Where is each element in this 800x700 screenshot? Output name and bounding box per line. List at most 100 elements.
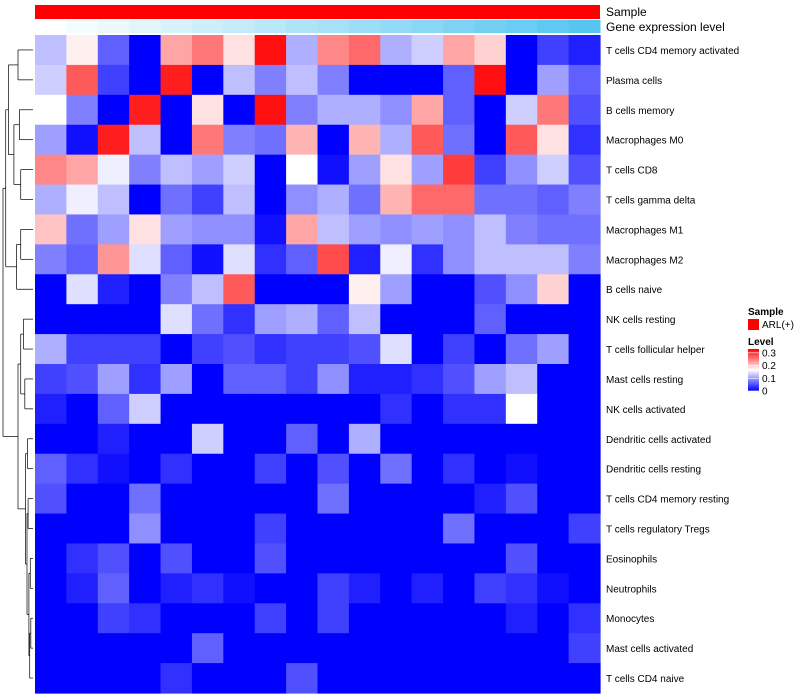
heatmap-cell xyxy=(223,244,256,275)
heatmap-cell xyxy=(160,304,193,335)
heatmap-cell xyxy=(537,274,570,305)
heatmap-cell xyxy=(129,184,162,216)
heatmap-cell xyxy=(97,184,130,216)
heatmap-cell xyxy=(97,603,130,634)
heatmap-cell xyxy=(537,573,570,604)
heatmap-cell xyxy=(505,573,538,604)
heatmap-cell xyxy=(254,244,287,275)
heatmap-cell xyxy=(66,423,99,455)
heatmap-cell xyxy=(317,214,350,245)
heatmap-cell xyxy=(286,334,319,365)
row-label: Dendritic cells resting xyxy=(606,465,701,476)
heatmap-cell xyxy=(474,214,507,245)
heatmap-cell xyxy=(411,154,444,186)
heatmap-cell xyxy=(411,453,444,485)
heatmap-cell xyxy=(443,35,476,66)
heatmap-cell xyxy=(474,483,507,515)
heatmap-cell xyxy=(348,35,381,66)
row-label: B cells memory xyxy=(606,106,674,117)
heatmap-cell xyxy=(443,304,476,335)
heatmap-cell xyxy=(191,543,224,574)
heatmap-cell xyxy=(474,274,507,305)
heatmap-cell xyxy=(286,423,319,455)
heatmap-cell xyxy=(129,513,162,545)
heatmap-cell xyxy=(286,35,319,66)
heatmap-cell xyxy=(66,483,99,515)
heatmap-cell xyxy=(160,214,193,245)
annotation-track-expression-cell xyxy=(380,20,413,33)
heatmap-cell xyxy=(191,334,224,365)
row-label: NK cells resting xyxy=(606,315,675,326)
heatmap-cell xyxy=(380,334,413,365)
heatmap-cell xyxy=(97,304,130,335)
annotation-track-expression-cell xyxy=(286,20,318,33)
heatmap-cell xyxy=(35,154,67,186)
heatmap-cell xyxy=(505,244,538,275)
heatmap-cell xyxy=(286,364,319,395)
heatmap-cell xyxy=(443,453,476,485)
heatmap-cell xyxy=(317,244,350,275)
heatmap-cell xyxy=(286,573,319,604)
heatmap-cell xyxy=(35,663,67,694)
heatmap-cell xyxy=(97,274,130,305)
heatmap-cell xyxy=(129,244,162,275)
heatmap-cell xyxy=(317,543,350,574)
row-label: T cells CD8 xyxy=(606,166,658,177)
heatmap-cell xyxy=(254,663,287,694)
heatmap-cell xyxy=(191,633,224,664)
heatmap-cell xyxy=(568,393,601,425)
heatmap-cell xyxy=(348,244,381,275)
row-label: Neutrophils xyxy=(606,584,657,595)
heatmap-cell xyxy=(317,35,350,66)
heatmap-cell xyxy=(505,64,538,96)
heatmap-cell xyxy=(317,364,350,395)
row-dendrogram xyxy=(2,49,33,679)
heatmap-cell xyxy=(160,244,193,275)
heatmap-cell xyxy=(317,573,350,604)
heatmap-cell xyxy=(411,483,444,515)
heatmap-cell xyxy=(191,483,224,515)
heatmap-cell xyxy=(474,154,507,186)
heatmap-cell xyxy=(317,94,350,126)
legend-tick-label: 0.3 xyxy=(762,348,776,359)
heatmap-cell xyxy=(348,184,381,216)
heatmap-cell xyxy=(505,334,538,365)
heatmap-cell xyxy=(35,453,67,485)
heatmap-cell xyxy=(129,124,162,156)
heatmap-cell xyxy=(474,603,507,634)
heatmap-cell xyxy=(191,603,224,634)
heatmap-cell xyxy=(191,513,224,545)
heatmap-cell xyxy=(286,244,319,275)
heatmap-cell xyxy=(568,274,601,305)
heatmap-cell xyxy=(223,513,256,545)
heatmap-cell xyxy=(568,423,601,455)
heatmap-cell xyxy=(191,304,224,335)
heatmap-cell xyxy=(160,35,193,66)
heatmap-cell xyxy=(443,184,476,216)
heatmap-cell xyxy=(568,573,601,604)
heatmap-cell xyxy=(348,483,381,515)
heatmap-cell xyxy=(254,154,287,186)
heatmap-cell xyxy=(317,274,350,305)
heatmap-cell xyxy=(505,423,538,455)
heatmap-cell xyxy=(537,393,570,425)
heatmap-cell xyxy=(191,663,224,694)
heatmap-cell xyxy=(474,423,507,455)
heatmap-cell xyxy=(35,244,67,275)
heatmap-cell xyxy=(66,393,99,425)
row-label: T cells CD4 memory activated xyxy=(606,46,739,57)
heatmap-cell xyxy=(348,64,381,96)
heatmap-cell xyxy=(568,513,601,545)
heatmap-cell xyxy=(191,573,224,604)
heatmap-cell xyxy=(474,393,507,425)
heatmap-cell xyxy=(66,64,99,96)
heatmap-cell xyxy=(537,35,570,66)
row-label: Mast cells activated xyxy=(606,644,693,655)
heatmap-cell xyxy=(35,573,67,604)
heatmap-cell xyxy=(568,184,601,216)
heatmap-cell xyxy=(537,94,570,126)
heatmap-cell xyxy=(348,633,381,664)
heatmap-cell xyxy=(568,214,601,245)
legend-sample-entry: ARL(+) xyxy=(762,320,794,331)
heatmap-cell xyxy=(223,483,256,515)
